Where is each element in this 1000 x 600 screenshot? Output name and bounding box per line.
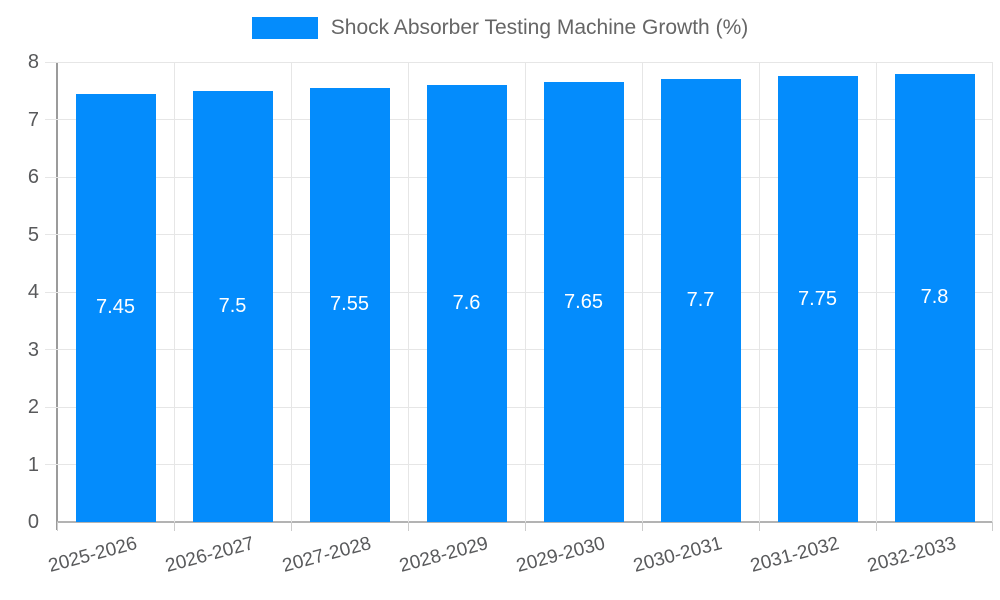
legend-swatch-icon[interactable] <box>251 17 318 39</box>
bar: 7.5 <box>192 90 273 522</box>
y-gridline <box>45 234 993 235</box>
bar-value-label: 7.7 <box>686 289 715 312</box>
legend-label[interactable]: Shock Absorber Testing Machine Growth (%… <box>330 16 749 39</box>
x-tick-mark <box>407 522 409 531</box>
x-gridline <box>173 62 175 522</box>
y-tick-label: 4 <box>27 281 39 303</box>
y-gridline <box>45 406 993 408</box>
x-tick-mark <box>56 522 58 531</box>
x-tick-mark <box>173 522 175 531</box>
bar-value-label: 7.5 <box>218 294 247 317</box>
y-gridline <box>45 176 993 178</box>
y-tick-label: 3 <box>27 338 39 361</box>
x-tick-mark <box>758 522 760 531</box>
x-gridline <box>758 62 760 522</box>
bar: 7.8 <box>894 73 975 522</box>
bar: 7.75 <box>777 76 858 522</box>
bar-value-label: 7.65 <box>564 290 603 313</box>
bar-value-label: 7.8 <box>920 286 949 309</box>
y-tick-label: 6 <box>27 166 39 188</box>
x-gridline <box>991 62 993 522</box>
y-gridline <box>45 61 993 63</box>
y-tick-label: 5 <box>27 223 39 246</box>
x-tick-mark <box>524 522 526 531</box>
y-tick-label: 8 <box>27 51 39 73</box>
y-tick-label: 7 <box>27 108 39 131</box>
chart-legend[interactable]: Shock Absorber Testing Machine Growth (%… <box>0 16 1000 40</box>
bar: 7.6 <box>426 85 507 522</box>
y-axis-line <box>56 62 58 530</box>
x-axis-label: 2028-2029 <box>396 533 490 577</box>
x-tick-mark <box>991 522 993 531</box>
x-gridline <box>875 62 877 522</box>
x-axis-label: 2027-2028 <box>279 533 373 577</box>
x-tick-mark <box>290 522 292 531</box>
x-gridline <box>290 62 292 522</box>
x-axis-label: 2026-2027 <box>162 533 256 577</box>
y-tick-label: 2 <box>27 396 39 418</box>
x-axis-label: 2025-2026 <box>45 533 139 577</box>
y-gridline <box>45 464 993 465</box>
x-gridline <box>524 62 526 522</box>
x-axis-label: 2031-2032 <box>747 533 841 577</box>
x-tick-mark <box>641 522 643 531</box>
bar-value-label: 7.6 <box>452 292 481 314</box>
x-axis-label: 2029-2030 <box>513 533 607 577</box>
x-gridline <box>407 62 409 522</box>
bar-value-label: 7.45 <box>96 296 135 319</box>
bar-value-label: 7.75 <box>798 287 837 310</box>
bar: 7.7 <box>660 79 741 522</box>
x-gridline <box>641 62 643 522</box>
plot-area: 0 1 2 3 4 5 6 7 8 7.45 2025-2026 7.5 2026-2027 7.55 20… <box>28 51 993 577</box>
y-gridline <box>45 349 993 350</box>
y-gridline <box>45 291 993 293</box>
x-axis-label: 2032-2033 <box>864 533 958 577</box>
bar: 7.65 <box>543 82 624 522</box>
x-axis-label: 2030-2031 <box>630 533 724 577</box>
y-gridline <box>45 119 993 120</box>
bar-value-label: 7.55 <box>330 293 369 316</box>
y-tick-label: 0 <box>27 511 39 533</box>
bar: 7.55 <box>309 87 390 522</box>
x-tick-mark <box>875 522 877 531</box>
y-tick-label: 1 <box>27 453 39 476</box>
bar: 7.45 <box>75 93 156 522</box>
